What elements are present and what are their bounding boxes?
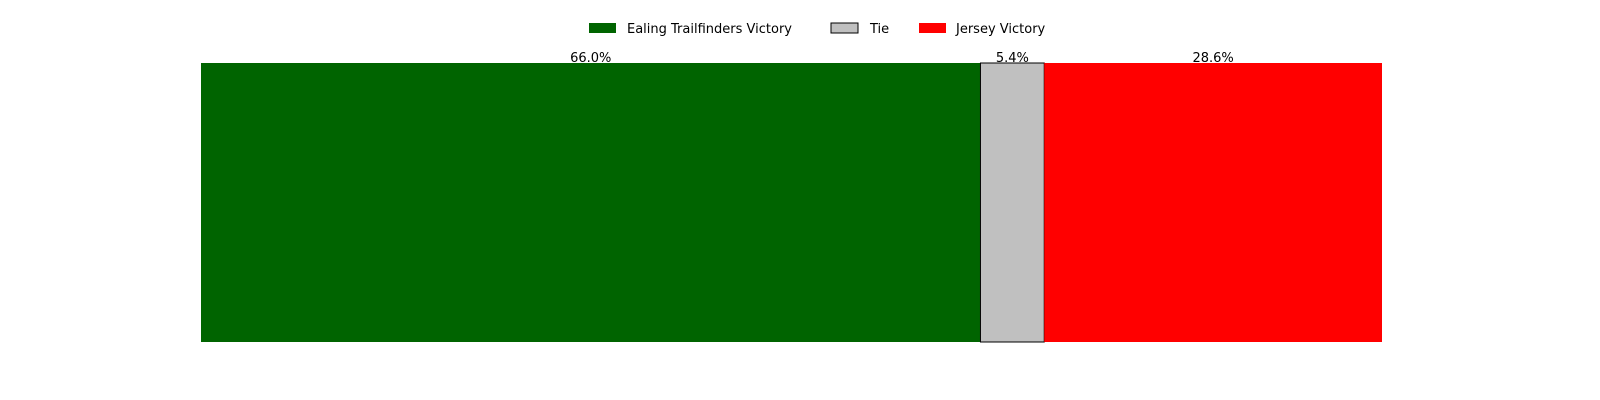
legend-label-jersey-victory: Jersey Victory	[955, 22, 1046, 37]
legend-label-tie: Tie	[869, 22, 889, 37]
data-label-ealing-trailfinders-victory: 66.0%	[570, 51, 611, 66]
bar-ealing-trailfinders-victory	[201, 63, 981, 342]
bar-jersey-victory	[1044, 63, 1382, 342]
legend-label-ealing-trailfinders-victory: Ealing Trailfinders Victory	[627, 22, 792, 37]
legend-swatch-tie	[830, 22, 859, 34]
data-label-jersey-victory: 28.6%	[1192, 51, 1233, 66]
bar-group	[201, 62, 1382, 343]
bar-tie	[979, 62, 1045, 343]
legend-swatch-jersey-victory	[919, 23, 946, 33]
data-label-group: 66.0% 5.4% 28.6%	[570, 51, 1234, 66]
data-label-tie: 5.4%	[996, 51, 1029, 66]
legend-swatch-ealing-trailfinders-victory	[589, 23, 616, 33]
chart-legend: Ealing Trailfinders Victory Tie Jersey Vic…	[589, 22, 1046, 37]
